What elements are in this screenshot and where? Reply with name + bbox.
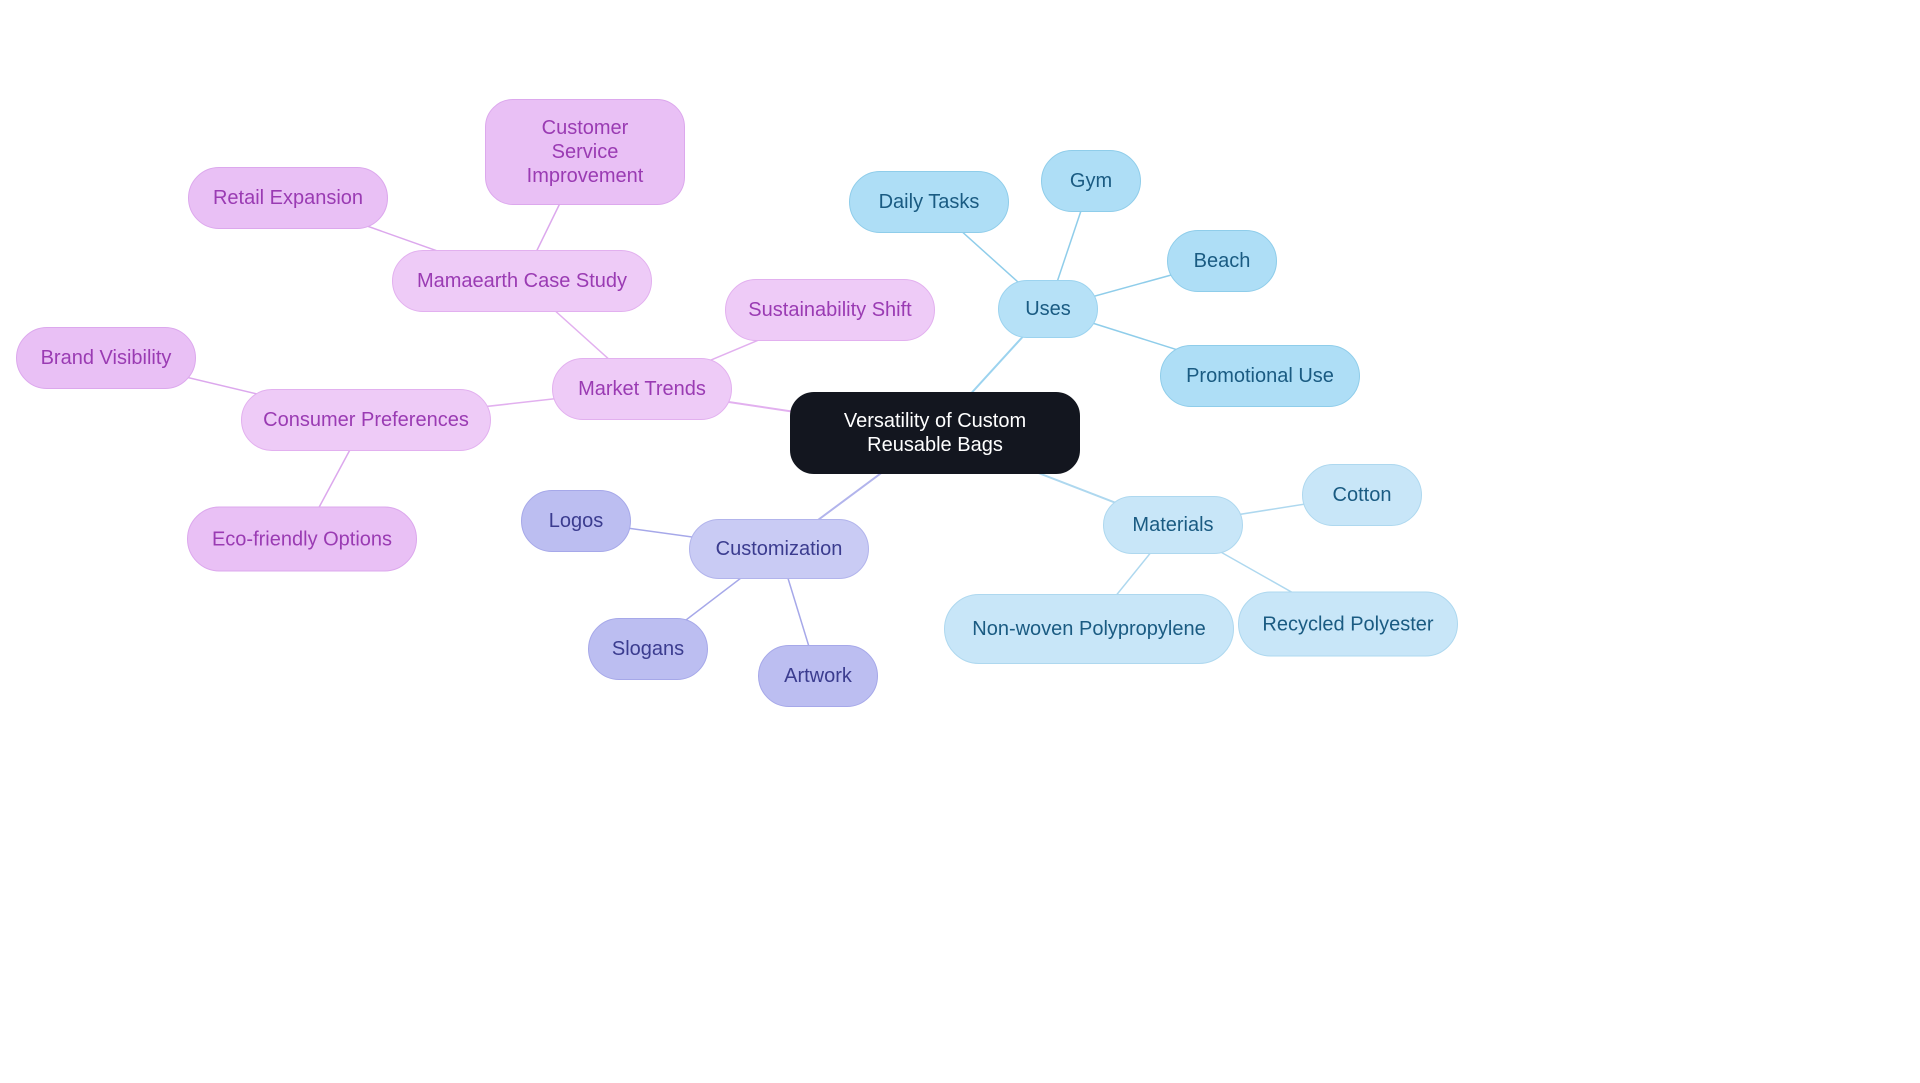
node-materials: Materials	[1103, 496, 1243, 554]
node-brand: Brand Visibility	[16, 327, 196, 389]
node-label: Slogans	[612, 637, 684, 661]
node-root: Versatility of Custom Reusable Bags	[790, 392, 1080, 474]
node-promo: Promotional Use	[1160, 345, 1360, 407]
node-label: Eco-friendly Options	[212, 527, 392, 551]
node-mama: Mamaearth Case Study	[392, 250, 652, 312]
node-daily: Daily Tasks	[849, 171, 1009, 233]
node-sust: Sustainability Shift	[725, 279, 935, 341]
node-label: Daily Tasks	[879, 190, 980, 214]
node-logos: Logos	[521, 490, 631, 552]
node-gym: Gym	[1041, 150, 1141, 212]
node-label: Recycled Polyester	[1262, 612, 1433, 636]
node-label: Non-woven Polypropylene	[972, 617, 1205, 641]
node-consumer: Consumer Preferences	[241, 389, 491, 451]
node-label: Brand Visibility	[41, 346, 172, 370]
node-eco: Eco-friendly Options	[187, 507, 417, 572]
node-label: Mamaearth Case Study	[417, 269, 627, 293]
node-retail: Retail Expansion	[188, 167, 388, 229]
node-label: Cotton	[1333, 483, 1392, 507]
node-label: Promotional Use	[1186, 364, 1334, 388]
node-uses: Uses	[998, 280, 1098, 338]
node-label: Consumer Preferences	[263, 408, 469, 432]
node-artwork: Artwork	[758, 645, 878, 707]
node-market: Market Trends	[552, 358, 732, 420]
node-label: Retail Expansion	[213, 186, 363, 210]
node-label: Uses	[1025, 297, 1071, 321]
node-label: Customer Service Improvement	[514, 116, 656, 188]
node-beach: Beach	[1167, 230, 1277, 292]
node-label: Versatility of Custom Reusable Bags	[819, 409, 1051, 457]
node-label: Market Trends	[578, 377, 706, 401]
node-npp: Non-woven Polypropylene	[944, 594, 1234, 664]
node-slogans: Slogans	[588, 618, 708, 680]
node-custom: Customization	[689, 519, 869, 579]
node-label: Materials	[1132, 513, 1213, 537]
mindmap-canvas: Versatility of Custom Reusable Bags Uses D…	[0, 0, 1920, 1083]
node-label: Logos	[549, 509, 604, 533]
node-label: Customization	[716, 537, 843, 561]
node-label: Sustainability Shift	[748, 298, 911, 322]
node-label: Gym	[1070, 169, 1112, 193]
node-csi: Customer Service Improvement	[485, 99, 685, 205]
node-label: Artwork	[784, 664, 852, 688]
node-label: Beach	[1194, 249, 1251, 273]
node-poly: Recycled Polyester	[1238, 592, 1458, 657]
node-cotton: Cotton	[1302, 464, 1422, 526]
